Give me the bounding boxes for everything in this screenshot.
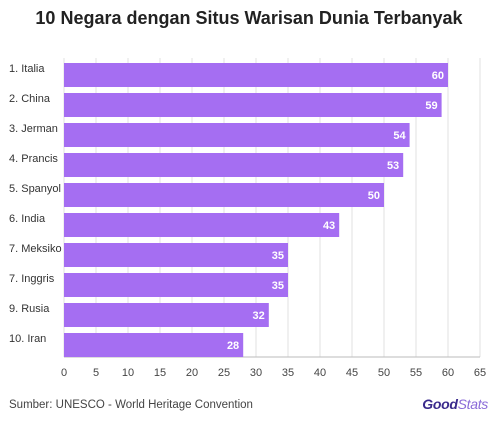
bar: [64, 153, 404, 177]
x-tick-label: 45: [346, 367, 358, 379]
x-tick-label: 5: [93, 367, 99, 379]
value-label: 35: [272, 250, 284, 262]
x-tick-label: 55: [410, 367, 422, 379]
category-label: 1. Italia: [9, 63, 45, 75]
x-tick-label: 20: [186, 367, 198, 379]
bar: [64, 123, 410, 147]
bar: [64, 63, 448, 87]
x-tick-label: 65: [474, 367, 486, 379]
goodstats-logo: GoodStats: [422, 396, 488, 412]
value-label: 54: [393, 130, 406, 142]
logo-main-text: Good: [422, 396, 458, 412]
value-label: 53: [387, 160, 399, 172]
x-tick-label: 10: [122, 367, 134, 379]
bar: [64, 243, 288, 267]
category-label: 6. India: [9, 213, 46, 225]
bar: [64, 183, 384, 207]
value-label: 50: [368, 190, 380, 202]
category-label: 4. Prancis: [9, 153, 58, 165]
value-label: 28: [227, 340, 239, 352]
value-label: 32: [253, 310, 265, 322]
value-label: 60: [432, 70, 444, 82]
value-label: 35: [272, 280, 284, 292]
category-label: 3. Jerman: [9, 123, 58, 135]
x-tick-label: 35: [282, 367, 294, 379]
chart-title: 10 Negara dengan Situs Warisan Dunia Ter…: [35, 8, 463, 28]
bar: [64, 303, 269, 327]
x-tick-label: 25: [218, 367, 230, 379]
source-note: Sumber: UNESCO - World Heritage Conventi…: [9, 399, 253, 411]
x-tick-label: 30: [250, 367, 262, 379]
category-label: 7. Inggris: [9, 273, 55, 285]
x-tick-label: 50: [378, 367, 390, 379]
value-label: 59: [425, 100, 437, 112]
bar: [64, 93, 442, 117]
x-tick-label: 60: [442, 367, 454, 379]
bar: [64, 213, 340, 237]
x-tick-label: 40: [314, 367, 326, 379]
category-label: 2. China: [9, 93, 51, 105]
x-tick-label: 15: [154, 367, 166, 379]
category-label: 9. Rusia: [9, 303, 50, 315]
bar: [64, 333, 244, 357]
bar: [64, 273, 288, 297]
value-label: 43: [323, 220, 335, 232]
category-label: 7. Meksiko: [9, 243, 62, 255]
category-label: 10. Iran: [9, 333, 46, 345]
category-label: 5. Spanyol: [9, 183, 61, 195]
logo-accent-text: Stats: [457, 396, 489, 412]
x-tick-label: 0: [61, 367, 67, 379]
